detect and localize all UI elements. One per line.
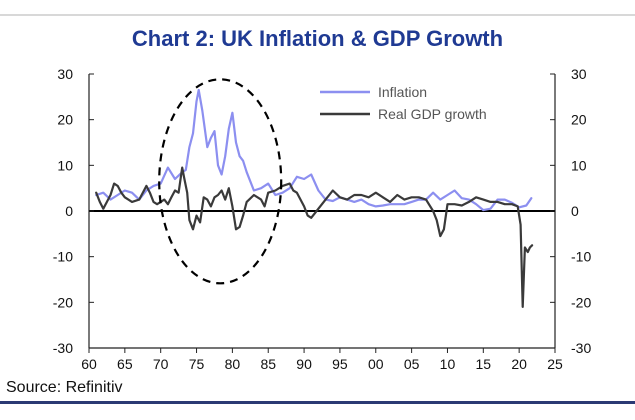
series-line-real-gdp-growth bbox=[95, 166, 534, 308]
series-lines bbox=[95, 88, 534, 308]
x-tick-label: 85 bbox=[260, 356, 276, 372]
x-tick-label: 65 bbox=[117, 356, 133, 372]
x-tick-label: 10 bbox=[440, 356, 456, 372]
legend: Inflation Real GDP growth bbox=[320, 84, 487, 122]
series-line-inflation bbox=[95, 88, 533, 212]
axes bbox=[88, 73, 556, 353]
top-rule bbox=[0, 14, 635, 16]
y-tick-label-right: -10 bbox=[571, 249, 591, 265]
y-tick-label-left: -20 bbox=[53, 294, 73, 310]
bottom-rule bbox=[0, 401, 635, 404]
y-tick-label-right: 10 bbox=[571, 157, 587, 173]
y-tick-label-left: 0 bbox=[65, 203, 73, 219]
y-tick-label-right: -30 bbox=[571, 340, 591, 356]
x-tick-label: 60 bbox=[81, 356, 97, 372]
legend-label: Real GDP growth bbox=[378, 106, 487, 122]
y-tick-label-right: 30 bbox=[571, 66, 587, 82]
x-tick-label: 70 bbox=[153, 356, 169, 372]
y-tick-label-right: -20 bbox=[571, 294, 591, 310]
x-tick-label: 95 bbox=[332, 356, 348, 372]
x-tick-label: 00 bbox=[368, 356, 384, 372]
y-tick-label-right: 20 bbox=[571, 112, 587, 128]
x-tick-label: 05 bbox=[404, 356, 420, 372]
y-tick-label-left: -10 bbox=[53, 249, 73, 265]
y-tick-label-left: 10 bbox=[57, 157, 73, 173]
highlight-ellipse bbox=[158, 78, 283, 285]
y-tick-label-left: -30 bbox=[53, 340, 73, 356]
x-tick-label: 15 bbox=[476, 356, 492, 372]
x-tick-label: 90 bbox=[296, 356, 312, 372]
y-tick-label-left: 30 bbox=[57, 66, 73, 82]
x-tick-label: 25 bbox=[547, 356, 563, 372]
y-tick-label-left: 20 bbox=[57, 112, 73, 128]
source-note: Source: Refinitiv bbox=[6, 379, 123, 396]
annotation bbox=[158, 78, 283, 285]
x-tick-label: 75 bbox=[189, 356, 205, 372]
x-tick-label: 20 bbox=[511, 356, 527, 372]
legend-label: Inflation bbox=[378, 84, 427, 100]
chart-title: Chart 2: UK Inflation & GDP Growth bbox=[131, 26, 504, 51]
x-tick-label: 80 bbox=[225, 356, 241, 372]
y-tick-label-right: 0 bbox=[571, 203, 579, 219]
